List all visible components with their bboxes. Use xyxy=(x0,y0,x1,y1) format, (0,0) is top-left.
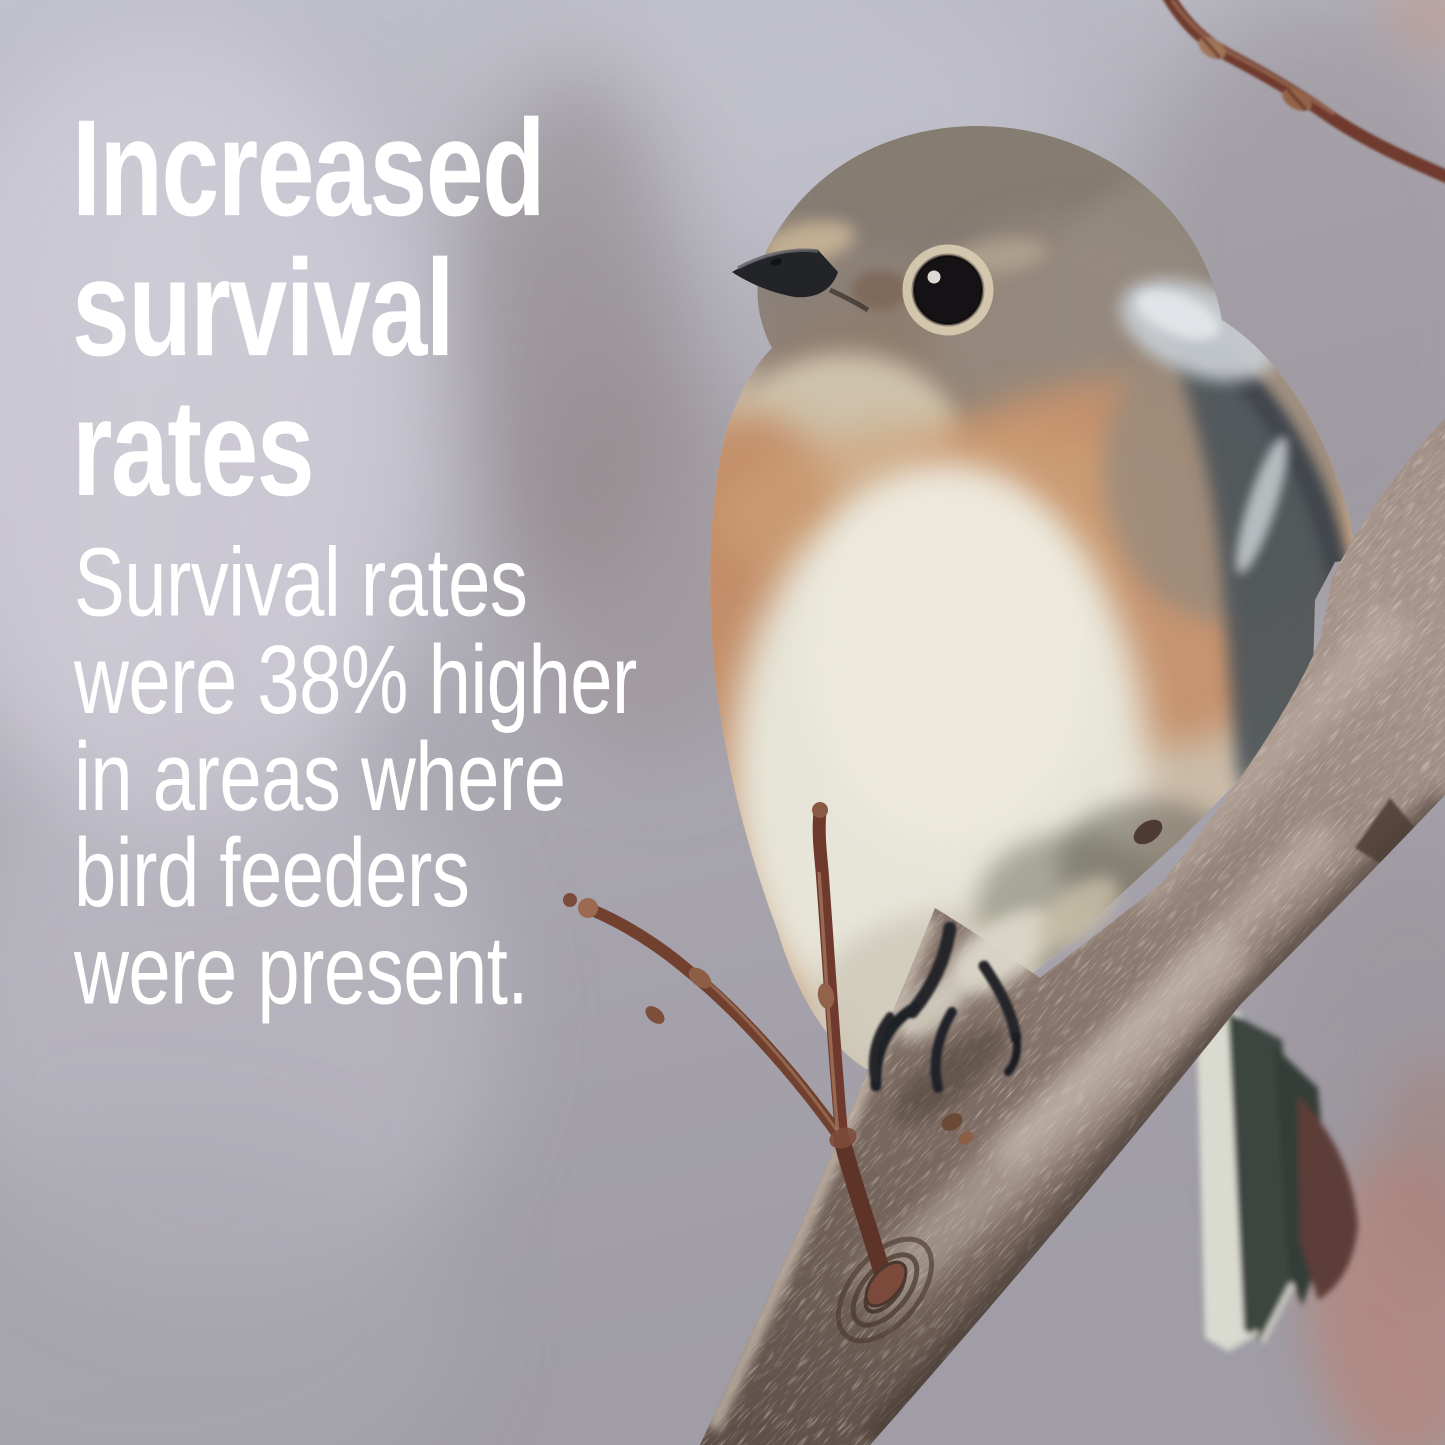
branch-highlight-streak xyxy=(987,817,1343,1173)
beak-gape-line xyxy=(828,287,870,313)
twig-base-stem xyxy=(833,1131,894,1291)
twig-base-collar xyxy=(864,1260,908,1308)
twig-node xyxy=(817,983,835,1009)
bokeh-branch-streak xyxy=(73,177,197,703)
red-twig-fork xyxy=(563,802,908,1308)
bird-claw xyxy=(930,1007,957,1093)
twig-highlight xyxy=(693,968,840,1133)
twig-right-arm xyxy=(812,805,849,1147)
claw-shadow xyxy=(892,1025,1008,1125)
bird-leg-claws xyxy=(868,921,1022,1093)
belly-tuft xyxy=(894,976,966,1040)
beak-nostril xyxy=(770,258,782,266)
bird-claw xyxy=(868,1012,894,1082)
twig-junction-collar xyxy=(829,1127,857,1149)
bird-eye-outline xyxy=(913,255,983,325)
knot-ring xyxy=(835,1236,935,1344)
bark-freckle xyxy=(941,1113,963,1131)
bird-front-claw xyxy=(1004,1032,1021,1076)
leaf-streak xyxy=(1319,1253,1445,1445)
beak-ridge-highlight xyxy=(737,248,819,270)
body-text: Survival rates were 38% higher in areas … xyxy=(74,528,637,1026)
twig-node-ring xyxy=(1201,37,1222,59)
twig-tip-knob xyxy=(563,893,577,907)
belly-tuft xyxy=(946,908,1054,996)
bird-belly-bright xyxy=(808,467,1092,843)
twig-node-ring xyxy=(1286,88,1308,112)
bark-freckle xyxy=(958,1131,974,1145)
twig-tip-knob xyxy=(812,802,828,818)
bird-front-toe xyxy=(978,960,1022,1044)
wing-white-bar xyxy=(1236,436,1288,574)
bird-beak xyxy=(732,249,838,298)
tail-tip-edging xyxy=(1224,1282,1295,1353)
bird-eye-ring xyxy=(902,244,994,336)
twig-tip-knob xyxy=(578,898,598,918)
bark-freckle xyxy=(1133,819,1163,845)
wing-silver-core xyxy=(1136,290,1220,340)
knot-ring xyxy=(850,1252,920,1328)
headline: Increased survival rates xyxy=(72,92,546,526)
twig-node xyxy=(688,967,712,989)
tail-feather-dark xyxy=(1228,1012,1293,1342)
red-twig-top xyxy=(1163,0,1445,183)
bird-tail xyxy=(1196,1005,1358,1353)
bokeh-blob xyxy=(0,1130,460,1445)
twig-node xyxy=(645,1006,665,1024)
bird xyxy=(710,126,1353,1077)
eye-catchlight xyxy=(927,270,941,284)
blurred-leaf xyxy=(1310,1058,1445,1445)
leaf-blob xyxy=(1381,1058,1445,1282)
corner-blur-blob xyxy=(1383,0,1445,54)
belly-tuft xyxy=(1037,876,1119,948)
tail-feather-maroon xyxy=(1298,1096,1358,1300)
bokeh-branch-streak xyxy=(229,258,309,722)
lore-smudge xyxy=(852,270,908,310)
